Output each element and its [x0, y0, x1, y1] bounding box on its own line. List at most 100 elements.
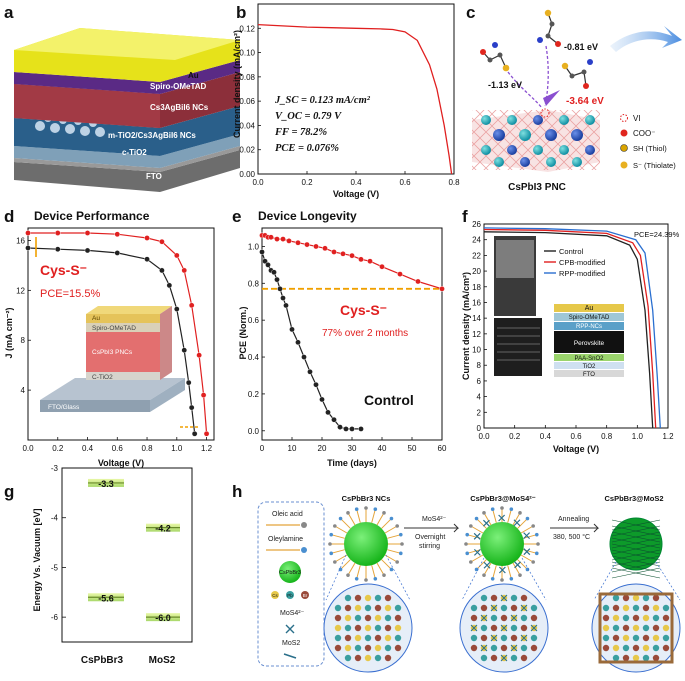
xtick-label: 0.6 — [399, 178, 411, 187]
ytick-label: 0.2 — [248, 390, 260, 399]
f-series-line — [483, 227, 661, 429]
d-layer-au: Au — [92, 315, 100, 322]
d-point — [144, 235, 150, 241]
xtick-label: 0.8 — [601, 432, 613, 441]
e-point — [349, 426, 355, 432]
g-material-1: CsPbBr3 — [81, 655, 124, 666]
d-point — [188, 404, 195, 411]
d-point — [166, 282, 173, 289]
panel-a-letter: a — [4, 3, 14, 22]
e-point — [331, 416, 337, 423]
h-arrow2-temp: 380, 500 °C — [553, 533, 590, 541]
ytick-label: 24 — [472, 236, 481, 245]
label-ncs: Cs3AgBiI6 NCs — [150, 103, 209, 112]
g-value-label: -5.6 — [98, 593, 114, 603]
e-point — [304, 241, 310, 248]
d-point — [181, 347, 188, 354]
e-point — [358, 256, 364, 263]
d-point — [54, 230, 61, 236]
f-tem-inset — [494, 236, 542, 376]
f-legend-control: Control — [559, 247, 584, 256]
blue-arrow-icon — [610, 26, 682, 52]
h-legend-oleylamine: Oleylamine — [268, 536, 303, 543]
ytick-label: 26 — [472, 220, 481, 229]
d-layer-pncs: CsPbI3 PNCs — [92, 349, 133, 356]
xtick-label: 0.8 — [448, 178, 460, 187]
e-point — [295, 339, 301, 346]
d-point — [114, 250, 121, 256]
d-point — [25, 245, 31, 251]
chart-f-xticks: 0.0 0.2 0.4 0.6 0.8 1.0 1.2 — [478, 425, 674, 441]
e-point — [313, 243, 319, 250]
ytick-label: 2 — [477, 408, 482, 417]
d-point — [114, 231, 121, 238]
f-layer-spiro: Spiro-OMeTAD — [569, 315, 610, 321]
h-nc-3 — [609, 517, 663, 579]
crystal-label: CsPbI3 PNC — [508, 182, 566, 193]
h-stage-3: CsPbBr3@MoS2 — [605, 494, 664, 503]
f-layer-fto: FTO — [583, 372, 595, 378]
energy-113: -1.13 eV — [488, 80, 522, 90]
e-point — [415, 278, 421, 285]
ytick-label: 0.04 — [239, 121, 255, 130]
panel-g-letter: g — [4, 482, 14, 501]
ytick-label: 0.12 — [239, 24, 255, 33]
chart-f-series — [483, 227, 661, 429]
e-point — [349, 252, 355, 259]
e-point — [268, 234, 274, 241]
h-nc-1 — [328, 506, 404, 582]
ytick-label: 4 — [477, 393, 482, 402]
e-point — [277, 286, 283, 292]
metric-voc: V_OC = 0.79 V — [275, 111, 342, 122]
chart-d-ylabel: J (mA cm⁻²) — [4, 308, 14, 359]
label-fto: FTO — [146, 172, 162, 181]
e-point — [343, 426, 349, 432]
e-point — [289, 326, 295, 333]
panel-d-letter: d — [4, 207, 14, 226]
h-lattice-1 — [334, 594, 402, 662]
ytick-label: 14 — [472, 314, 481, 323]
f-device-stack: Au Spiro-OMeTAD RPP-NCs Perovskite PAA-S… — [554, 304, 624, 378]
layer-ncs-front — [14, 84, 160, 128]
xtick-label: 1.0 — [171, 444, 183, 453]
h-legend-pb: Pb — [287, 593, 293, 598]
f-layer-perovskite: Perovskite — [574, 340, 605, 347]
metric-ff: FF = 78.2% — [274, 127, 327, 138]
d-point — [173, 306, 180, 312]
xtick-label: 0.2 — [52, 444, 64, 453]
ytick-label: 0.06 — [239, 97, 255, 106]
d-point — [144, 256, 150, 262]
ytick-label: 0.0 — [248, 427, 260, 436]
d-series-line — [28, 232, 208, 434]
ytick-label: 16 — [16, 236, 25, 245]
h-arrow1-overnight: Overnight — [415, 534, 445, 541]
d-layer-fto: FTO/Glass — [48, 404, 80, 411]
d-layer-spiro: Spiro-OMeTAD — [92, 325, 136, 332]
e-point — [262, 258, 268, 264]
xtick-label: 0 — [260, 444, 265, 453]
e-point — [358, 426, 364, 432]
d-point — [25, 230, 31, 236]
energy-364: -3.64 eV — [566, 96, 604, 107]
h-legend-cspbbr3-ball — [279, 561, 301, 583]
h-arrow-1-icon — [404, 523, 460, 533]
f-pce: PCE=24.39% — [634, 230, 680, 239]
xtick-label: 0.0 — [252, 178, 264, 187]
e-point — [295, 239, 301, 246]
h-legend-mos4: MoS4²⁻ — [280, 610, 305, 617]
d-point — [159, 267, 165, 274]
h-lattice-2 — [470, 594, 538, 662]
d-series-line — [27, 247, 196, 434]
chart-b-ylabel: Current density (mA/cm²) — [232, 30, 242, 138]
panel-d: d Device Performance Au Spiro-OMeTAD CsP… — [4, 207, 215, 468]
d-point — [173, 252, 180, 259]
d-point — [188, 302, 195, 309]
h-stage-2: CsPbBr3@MoS4²⁻ — [470, 494, 535, 503]
d-point — [185, 379, 192, 386]
f-series-line — [483, 231, 654, 429]
xtick-label: 20 — [318, 444, 327, 453]
h-legend-box — [257, 501, 325, 667]
xtick-label: 0.0 — [22, 444, 34, 453]
xtick-label: 1.2 — [201, 444, 213, 453]
